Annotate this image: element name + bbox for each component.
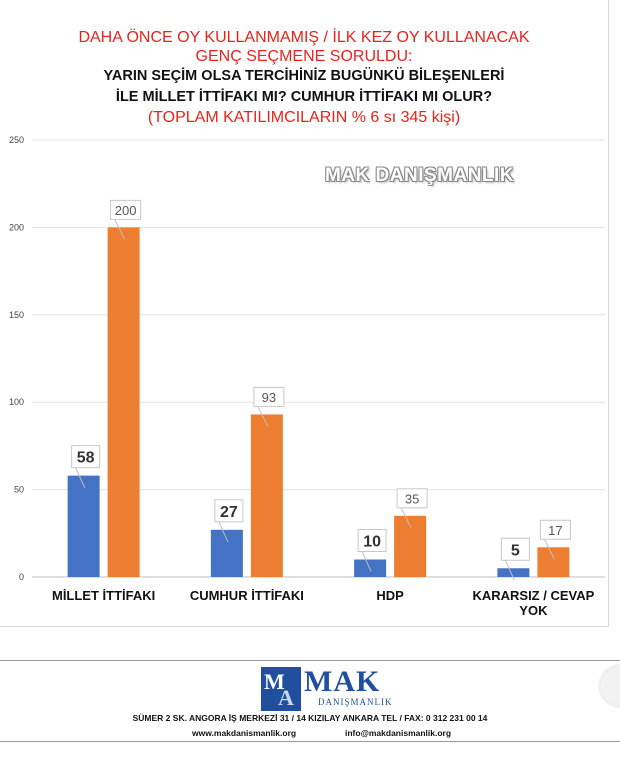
bar — [537, 547, 570, 577]
footer-email[interactable]: info@makdanismanlik.org — [345, 728, 452, 738]
data-label-leader — [257, 406, 269, 427]
watermark: MAK DANIŞMANLIK — [325, 165, 515, 186]
data-label: 35 — [405, 491, 419, 506]
data-label-box — [539, 519, 571, 540]
data-label: 5 — [511, 542, 520, 559]
title-line-1: DAHA ÖNCE OY KULLANMAMIŞ / İLK KEZ OY KU… — [78, 29, 530, 46]
scroll-circle-icon — [600, 666, 620, 706]
data-label-box — [71, 445, 101, 469]
title-line-5: (TOPLAM KATILIMCILARIN % 6 sı 345 kişi) — [147, 109, 461, 126]
data-label-box — [396, 488, 428, 509]
y-tick-label: 250 — [9, 135, 24, 145]
y-tick-label: 100 — [9, 397, 24, 407]
logo-name: MAK — [304, 665, 381, 698]
category-label: HDP — [376, 588, 404, 603]
data-label-leader — [75, 467, 86, 488]
data-label: 200 — [115, 203, 137, 218]
bar-chart: 0 50 100 150 200 250 58 200 MİLLET İTTİFAKI 27 93 C… — [9, 135, 605, 618]
data-label-leader — [504, 560, 515, 581]
data-label: 17 — [548, 523, 562, 538]
logo-subtitle: DANIŞMANLIK — [318, 697, 393, 707]
y-tick-label: 0 — [19, 572, 24, 582]
chart-panel — [0, 0, 609, 627]
bar — [107, 227, 140, 577]
data-label-leader — [361, 551, 372, 572]
y-tick-label: 200 — [9, 222, 24, 232]
data-label: 58 — [77, 450, 95, 467]
category-label: KARARSIZ / CEVAP YOK — [472, 588, 594, 618]
data-label: 93 — [262, 390, 276, 405]
data-label: 10 — [363, 534, 381, 551]
title-line-2: GENÇ SEÇMENE SORULDU: — [195, 48, 413, 65]
data-label-leader — [400, 507, 412, 529]
y-tick-label: 150 — [9, 310, 24, 320]
bar — [210, 529, 243, 577]
data-label: 27 — [220, 504, 238, 521]
bar — [497, 568, 530, 577]
title-line-3: YARIN SEÇİM OLSA TERCİHİNİZ BUGÜNKÜ BİLE… — [103, 68, 505, 84]
category-label: CUMHUR İTTİFAKI — [190, 588, 304, 603]
data-label-box — [110, 199, 142, 220]
data-label-box — [500, 537, 530, 561]
footer-website[interactable]: www.makdanismanlik.org — [192, 728, 297, 738]
y-tick-label: 50 — [14, 485, 24, 495]
bar — [67, 475, 100, 577]
data-label-box — [357, 529, 387, 553]
data-label-leader — [114, 219, 126, 240]
bar — [250, 414, 283, 577]
data-label-leader — [543, 539, 555, 560]
category-label: MİLLET İTTİFAKI — [52, 588, 155, 603]
title-line-4: İLE MİLLET İTTİFAKI MI? CUMHUR İTTİFAKI … — [115, 89, 493, 105]
footer-address: SÜMER 2 SK. ANGORA İŞ MERKEZİ 31 / 14 KI… — [132, 713, 488, 723]
data-label-leader — [218, 521, 229, 543]
data-label-box — [253, 386, 285, 407]
data-label-box — [214, 499, 244, 523]
chart-title: DAHA ÖNCE OY KULLANMAMIŞ / İLK KEZ OY KU… — [0, 28, 608, 127]
